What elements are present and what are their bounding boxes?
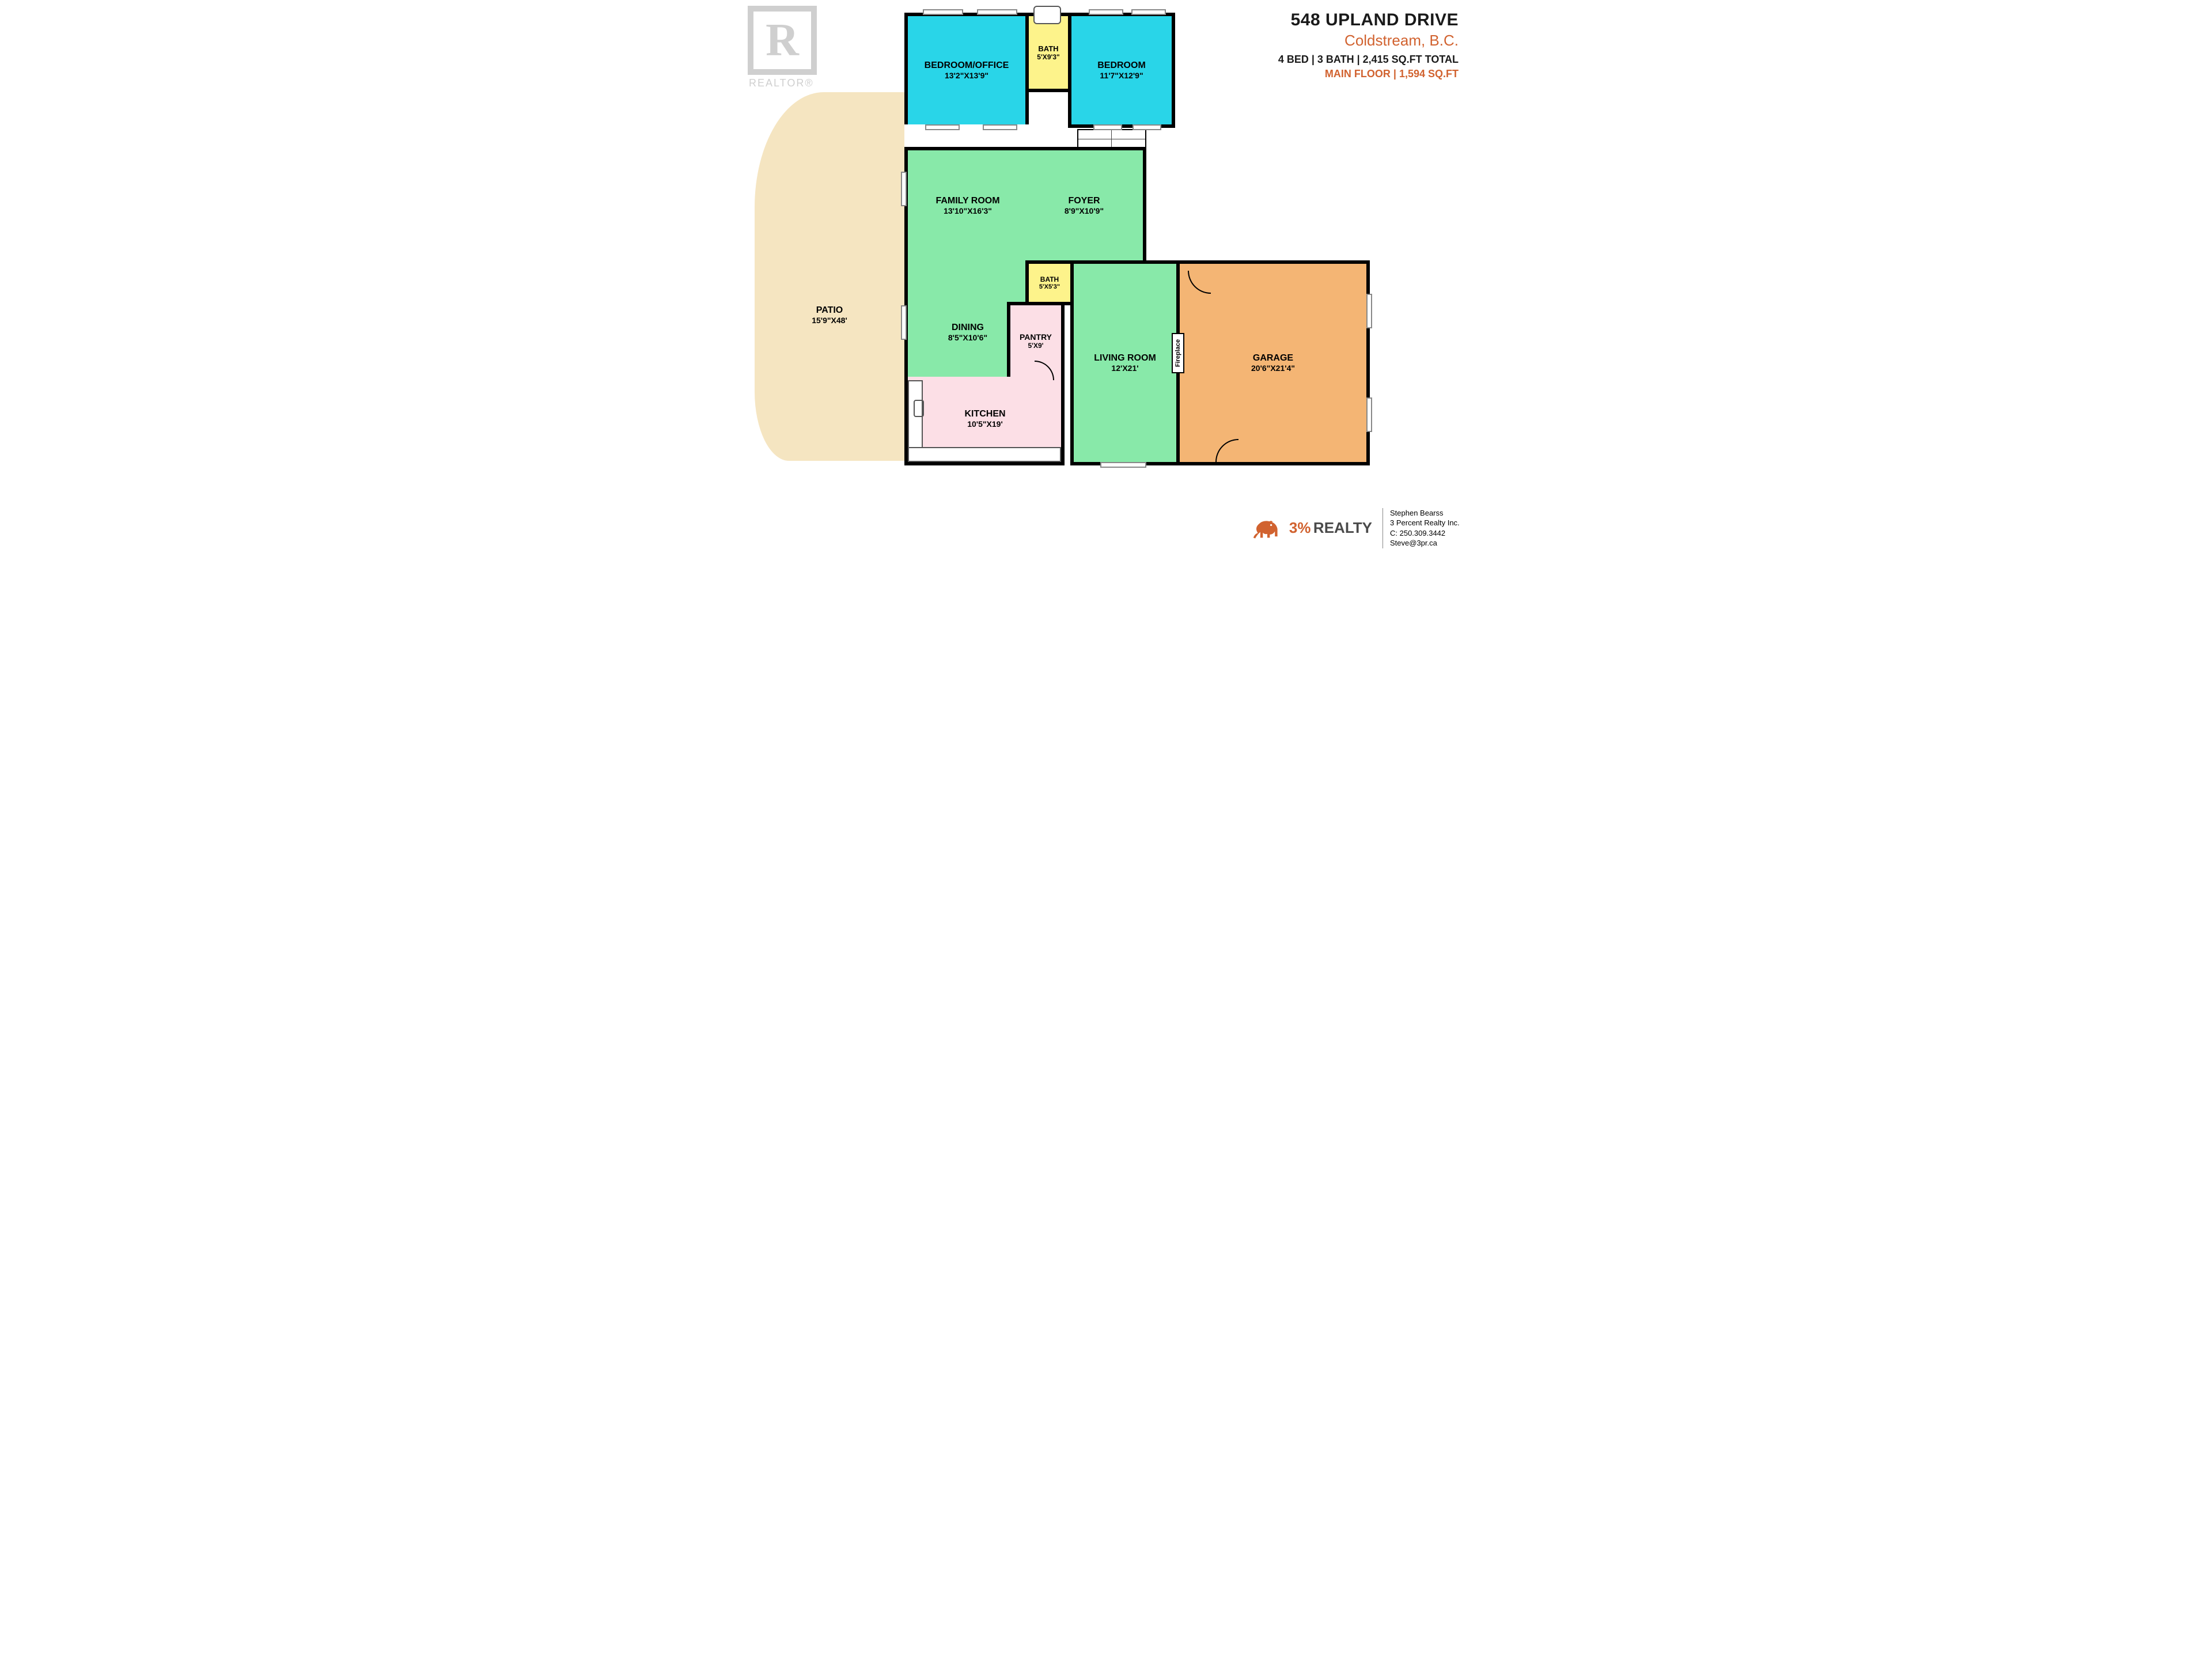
patio-name: PATIO [816, 305, 843, 316]
window-icon [923, 9, 963, 15]
family-dims: 13'10"X16'3" [944, 206, 992, 215]
window-icon [983, 124, 1017, 130]
fireplace-icon: Fireplace [1172, 333, 1184, 373]
window-icon [1131, 9, 1166, 15]
contact-agent: Stephen Bearss [1390, 508, 1469, 518]
window-icon [1093, 124, 1122, 130]
bathtub-icon [1033, 6, 1061, 24]
contact-email: Steve@3pr.ca [1390, 538, 1469, 548]
living-dims: 12'X21' [1111, 363, 1138, 373]
kitchen-dims: 10'5"X19' [967, 419, 1003, 429]
room-bedroom: BEDROOM 11'7"X12'9" [1068, 13, 1175, 128]
floor-plan: PATIO 15'9"X48' BEDROOM/OFFICE 13'2"X13'… [755, 6, 1388, 490]
bedroom-dims: 11'7"X12'9" [1100, 71, 1143, 80]
window-icon [1132, 124, 1161, 130]
bath2-name: BATH [1040, 275, 1059, 283]
bath1-dims: 5'X9'3" [1037, 53, 1059, 61]
brand-logo: 3% REALTY [1251, 516, 1372, 541]
listing-footer: 3% REALTY Stephen Bearss 3 Percent Realt… [1251, 508, 1469, 548]
label-kitchen: KITCHEN 10'5"X19' [939, 409, 1031, 429]
window-icon [901, 305, 907, 340]
label-family: FAMILY ROOM 13'10"X16'3" [922, 196, 1014, 215]
family-name: FAMILY ROOM [935, 196, 999, 206]
dining-dims: 8'5"X10'6" [948, 333, 987, 342]
label-dining: DINING 8'5"X10'6" [922, 323, 1014, 342]
window-icon [1366, 294, 1372, 328]
brand-text: 3% REALTY [1289, 519, 1372, 537]
living-name: LIVING ROOM [1094, 353, 1156, 363]
room-foyer: FOYER 8'9"X10'9" [1025, 147, 1146, 264]
foyer-dims: 8'9"X10'9" [1065, 206, 1104, 215]
pantry-dims: 5'X9' [1028, 342, 1043, 350]
fireplace-label: Fireplace [1175, 339, 1181, 367]
garage-dims: 20'6"X21'4" [1251, 363, 1295, 373]
window-icon [1366, 397, 1372, 432]
room-bath-upper: BATH 5'X9'3" [1025, 13, 1071, 92]
kitchen-counter-bottom-icon [908, 447, 1061, 462]
patio-dims: 15'9"X48' [812, 316, 847, 325]
kitchen-name: KITCHEN [964, 409, 1005, 419]
bed-office-dims: 13'2"X13'9" [945, 71, 988, 80]
window-icon [1100, 462, 1146, 468]
label-patio: PATIO 15'9"X48' [789, 305, 870, 325]
window-icon [1089, 9, 1123, 15]
room-patio [755, 92, 904, 461]
contact-phone: C: 250.309.3442 [1390, 528, 1469, 539]
room-living: LIVING ROOM 12'X21' [1070, 260, 1180, 465]
contact-block: Stephen Bearss 3 Percent Realty Inc. C: … [1382, 508, 1469, 548]
garage-name: GARAGE [1253, 353, 1293, 363]
window-icon [977, 9, 1017, 15]
pantry-name: PANTRY [1020, 332, 1052, 342]
window-icon [901, 172, 907, 206]
dining-name: DINING [952, 323, 984, 333]
foyer-name: FOYER [1068, 196, 1100, 206]
floorplan-canvas: R REALTOR® 548 UPLAND DRIVE Coldstream, … [737, 0, 1475, 553]
room-bedroom-office: BEDROOM/OFFICE 13'2"X13'9" [904, 13, 1029, 128]
elephant-icon [1251, 516, 1283, 541]
bath1-name: BATH [1038, 44, 1058, 53]
room-bath-lower: BATH 5'X5'3" [1025, 260, 1074, 305]
window-icon [925, 124, 960, 130]
contact-company: 3 Percent Realty Inc. [1390, 518, 1469, 528]
kitchen-sink-icon [914, 400, 924, 417]
brand-percent: 3% [1289, 519, 1311, 536]
bedroom-name: BEDROOM [1097, 60, 1146, 71]
bed-office-name: BEDROOM/OFFICE [925, 60, 1009, 71]
bath2-dims: 5'X5'3" [1039, 283, 1060, 290]
brand-name: REALTY [1313, 519, 1372, 536]
